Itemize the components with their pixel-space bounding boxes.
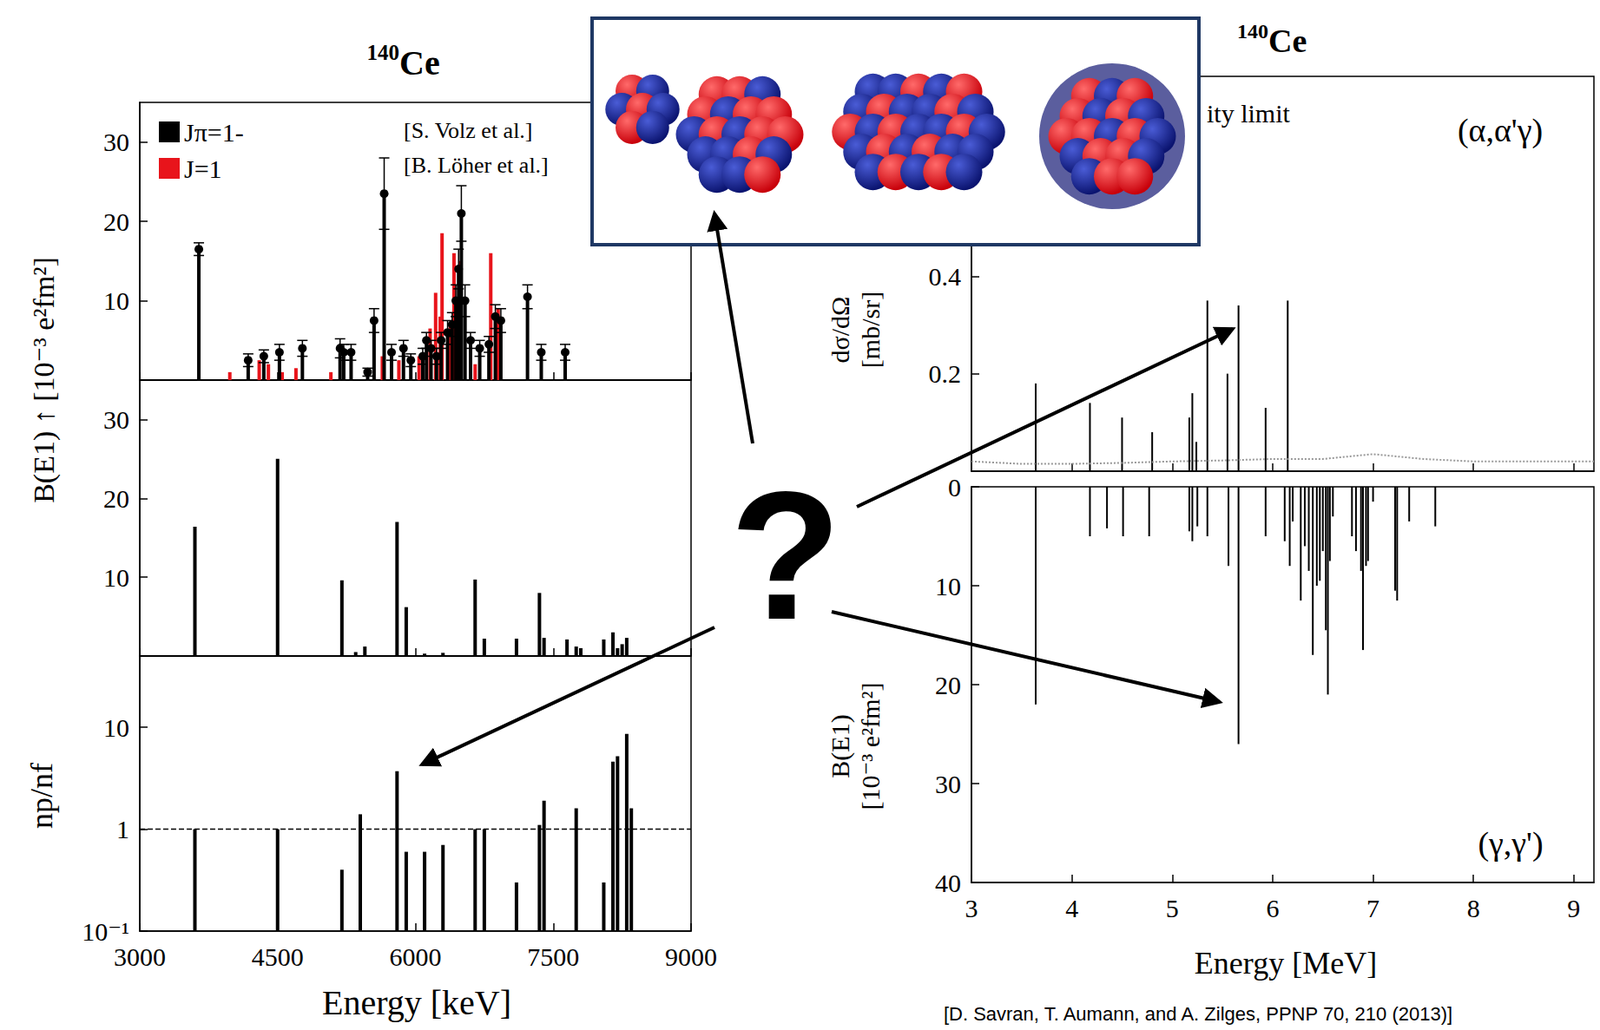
svg-text:1: 1	[116, 815, 130, 844]
svg-text:30: 30	[934, 770, 962, 799]
svg-text:140: 140	[367, 40, 401, 65]
svg-text:Jπ=1-: Jπ=1-	[184, 118, 244, 147]
svg-text:B(E1): B(E1)	[825, 714, 856, 778]
svg-text:Ce: Ce	[1268, 22, 1307, 60]
svg-text:4500: 4500	[251, 942, 304, 972]
svg-text:B(E1) ↑ [10⁻³ e²fm²]: B(E1) ↑ [10⁻³ e²fm²]	[27, 256, 61, 504]
svg-text:30: 30	[103, 127, 130, 157]
svg-text:3: 3	[965, 894, 979, 923]
svg-text:[D. Savran, T. Aumann, and A.: [D. Savran, T. Aumann, and A. Zilges, PP…	[943, 1003, 1453, 1026]
svg-text:7500: 7500	[526, 942, 580, 972]
svg-text:10⁻¹: 10⁻¹	[81, 917, 130, 946]
svg-text:9: 9	[1567, 894, 1581, 923]
svg-text:0: 0	[948, 473, 962, 502]
svg-text:7: 7	[1366, 894, 1380, 923]
svg-text:140: 140	[1237, 19, 1269, 43]
svg-text:20: 20	[103, 207, 130, 237]
svg-text:J=1: J=1	[184, 154, 223, 184]
svg-text:10: 10	[103, 286, 130, 316]
svg-text:[B. Löher et al.]: [B. Löher et al.]	[403, 152, 549, 178]
svg-text:Energy [keV]: Energy [keV]	[322, 983, 512, 1023]
svg-text:9000: 9000	[665, 942, 718, 972]
svg-text:20: 20	[103, 484, 130, 514]
svg-text:[10⁻³ e²fm²]: [10⁻³ e²fm²]	[855, 683, 885, 811]
svg-text:20: 20	[934, 671, 962, 700]
svg-text:6000: 6000	[389, 942, 442, 972]
svg-text:10: 10	[934, 572, 962, 601]
svg-text:[S. Volz et al.]: [S. Volz et al.]	[403, 118, 534, 144]
svg-text:10: 10	[103, 563, 130, 593]
svg-text:30: 30	[103, 405, 130, 435]
svg-text:0.2: 0.2	[928, 359, 962, 389]
svg-text:dσ/dΩ: dσ/dΩ	[825, 296, 855, 364]
svg-text:0.4: 0.4	[928, 262, 962, 291]
svg-text:10: 10	[103, 713, 130, 743]
svg-text:6: 6	[1265, 894, 1279, 923]
svg-text:np/nf: np/nf	[24, 763, 60, 830]
svg-text:5: 5	[1165, 894, 1179, 923]
svg-text:[mb/sr]: [mb/sr]	[855, 291, 885, 369]
svg-text:8: 8	[1467, 894, 1481, 923]
svg-text:Ce: Ce	[399, 43, 441, 83]
svg-text:40: 40	[934, 869, 962, 898]
svg-text:Energy [MeV]: Energy [MeV]	[1194, 946, 1377, 982]
svg-text:(α,α'γ): (α,α'γ)	[1457, 111, 1543, 150]
svg-text:?: ?	[730, 454, 842, 659]
svg-text:ity limit: ity limit	[1206, 98, 1291, 128]
svg-text:4: 4	[1065, 894, 1079, 923]
svg-text:3000: 3000	[113, 942, 166, 972]
svg-text:(γ,γ'): (γ,γ')	[1477, 825, 1543, 863]
